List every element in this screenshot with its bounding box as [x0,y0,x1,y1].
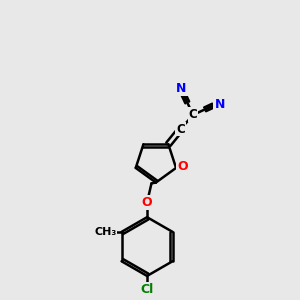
Text: Cl: Cl [140,283,154,296]
Text: CH₃: CH₃ [94,227,116,237]
Text: N: N [214,98,225,111]
Text: C: C [189,108,197,122]
Text: O: O [177,160,188,173]
Text: O: O [142,196,152,209]
Text: N: N [176,82,187,95]
Text: C: C [176,122,185,136]
